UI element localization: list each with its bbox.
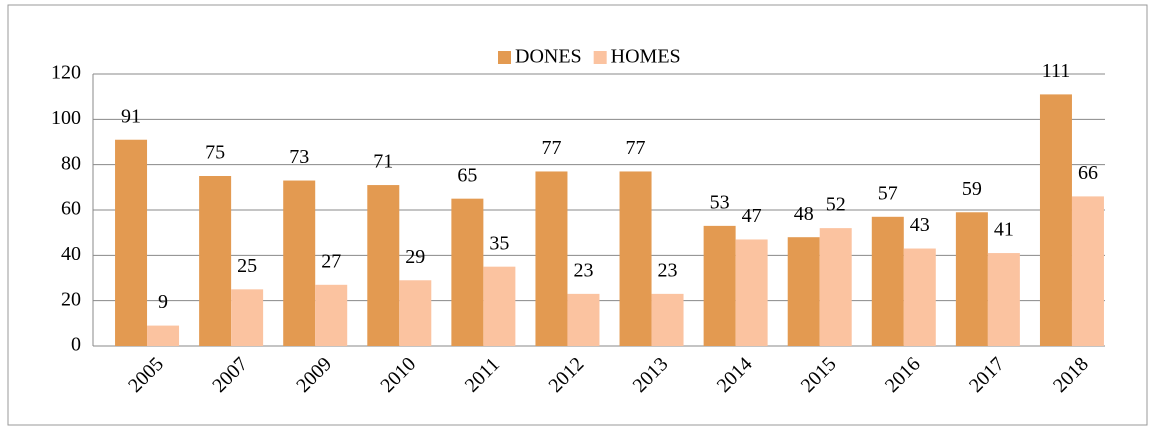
y-tick-label: 40	[61, 243, 81, 265]
x-tick-label: 2013	[629, 353, 673, 397]
data-label: 65	[457, 164, 477, 186]
bar	[199, 176, 232, 346]
bar	[1039, 94, 1072, 347]
bar	[1071, 196, 1104, 346]
bar	[955, 212, 988, 346]
data-label: 48	[794, 203, 814, 225]
bar	[283, 180, 316, 346]
bar	[787, 237, 820, 346]
y-tick-label: 20	[61, 288, 81, 310]
legend-swatch	[593, 51, 607, 64]
y-tick-label: 0	[71, 334, 81, 356]
data-label: 47	[742, 205, 762, 227]
bar	[567, 293, 600, 346]
data-label: 27	[321, 250, 341, 272]
x-tick-label: 2012	[545, 353, 589, 397]
bar	[619, 171, 652, 346]
bar	[367, 185, 400, 346]
data-label: 77	[626, 137, 646, 159]
data-label: 29	[405, 246, 425, 268]
x-tick-label: 2011	[461, 353, 504, 396]
x-tick-label: 2009	[292, 353, 336, 397]
bar	[147, 325, 180, 346]
x-tick-label: 2007	[208, 353, 252, 397]
data-label: 57	[878, 182, 898, 204]
legend-label: DONES	[515, 46, 582, 68]
x-tick-label: 2018	[1049, 353, 1093, 397]
bar	[987, 253, 1020, 346]
data-label: 77	[541, 137, 561, 159]
legend-label: HOMES	[611, 46, 681, 68]
bar	[871, 216, 904, 346]
y-tick-label: 100	[51, 107, 81, 129]
data-label: 52	[826, 194, 846, 216]
data-label: 111	[1042, 60, 1071, 82]
data-label: 23	[573, 259, 593, 281]
bar	[535, 171, 568, 346]
chart-border	[7, 4, 1148, 426]
data-label: 35	[489, 232, 509, 254]
bar	[231, 289, 264, 346]
y-tick-label: 120	[51, 62, 81, 84]
bar	[451, 198, 484, 346]
bar	[115, 139, 148, 346]
data-label: 9	[158, 291, 168, 313]
y-tick-label: 80	[61, 152, 81, 174]
data-label: 25	[237, 255, 257, 277]
bar	[483, 266, 516, 346]
x-tick-label: 2015	[797, 353, 841, 397]
bar	[315, 284, 348, 346]
data-label: 75	[205, 142, 225, 164]
data-label: 23	[658, 259, 678, 281]
bar	[735, 239, 768, 346]
x-tick-label: 2010	[376, 353, 420, 397]
bar	[703, 225, 736, 346]
y-tick-label: 60	[61, 198, 81, 220]
bar	[399, 280, 432, 346]
data-label: 41	[994, 219, 1014, 241]
data-label: 59	[962, 178, 982, 200]
data-label: 43	[910, 214, 930, 236]
x-tick-label: 2014	[713, 353, 757, 397]
bar	[903, 248, 936, 346]
bar	[819, 228, 852, 346]
data-label: 73	[289, 146, 309, 168]
data-label: 66	[1078, 162, 1098, 184]
x-tick-label: 2017	[965, 353, 1009, 397]
legend-swatch	[498, 51, 511, 64]
x-tick-label: 2016	[881, 353, 925, 397]
data-label: 91	[121, 105, 141, 127]
data-label: 71	[373, 151, 393, 173]
data-label: 53	[710, 191, 730, 213]
bar	[651, 293, 684, 346]
x-tick-label: 2005	[124, 353, 168, 397]
